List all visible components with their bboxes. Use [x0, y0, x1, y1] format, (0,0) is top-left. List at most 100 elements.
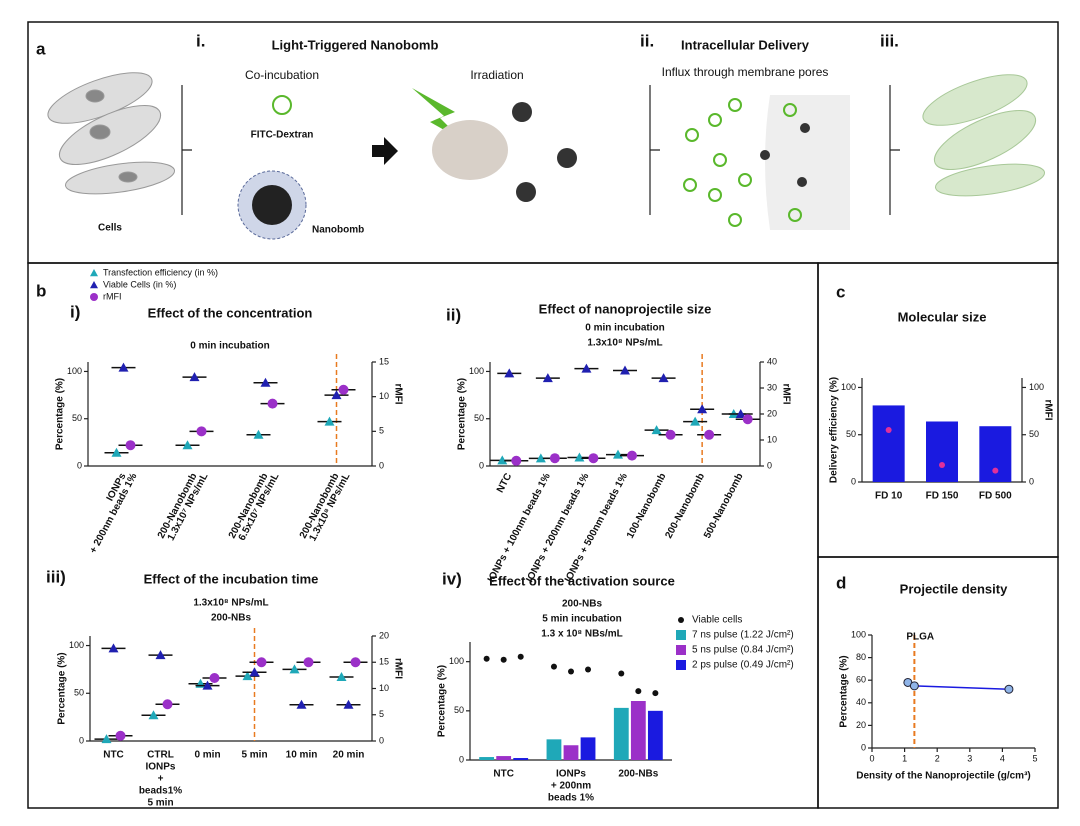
legend-label: 2 ps pulse (0.49 J/cm²): [692, 660, 794, 671]
y2-axis-label: rMFI: [1042, 399, 1053, 420]
x-tick-label: FD 150: [926, 491, 959, 502]
x-tick-label: 3: [967, 753, 972, 763]
panel-letter: d: [836, 573, 846, 592]
y-tick-label: 80: [856, 652, 866, 662]
bracket: [889, 85, 900, 215]
y-tick-label: 20: [856, 720, 866, 730]
data-point: [338, 384, 349, 395]
viable-point: [500, 656, 507, 663]
viable-point: [635, 688, 642, 695]
nanobomb-label: Nanobomb: [312, 225, 364, 236]
data-point: [690, 416, 701, 426]
y2-tick-label: 15: [379, 657, 389, 667]
rmfi-point: [939, 461, 945, 468]
explosion: [432, 120, 508, 180]
data-point: [697, 404, 708, 414]
bar: [872, 405, 905, 482]
chart-title: Effect of nanoprojectile size: [539, 301, 712, 316]
y2-tick-label: 100: [1029, 382, 1044, 392]
panel-letter: c: [836, 282, 845, 301]
viable-point: [618, 670, 625, 677]
x-tick-label: 200-NBs: [618, 769, 658, 780]
x-tick-label: FD 500: [979, 491, 1012, 502]
viable-point: [568, 668, 574, 675]
particle: [760, 150, 770, 160]
bar: [513, 758, 529, 760]
chart-title: Effect of the incubation time: [144, 571, 319, 586]
y-tick-label: 0: [459, 754, 464, 764]
viable-point: [550, 663, 557, 670]
y-tick-label: 100: [69, 640, 84, 650]
legend-label: rMFI: [103, 291, 122, 301]
x-tick-label: 5 min: [241, 750, 267, 761]
influx-label: Influx through membrane pores: [662, 65, 829, 79]
data-point: [1004, 684, 1014, 694]
data-point: [581, 363, 592, 373]
reference-label: PLGA: [906, 632, 934, 643]
x-tick-label: NTC: [103, 750, 124, 761]
y2-tick-label: 0: [1029, 476, 1034, 486]
y2-tick-label: 0: [379, 460, 384, 470]
panel-letter: b: [36, 281, 46, 300]
y-tick-label: 0: [851, 476, 856, 486]
data-point: [253, 429, 264, 439]
data-point: [202, 680, 213, 690]
x-tick-label: FD 10: [875, 491, 903, 502]
y-tick-label: 0: [479, 460, 484, 470]
data-point: [542, 373, 553, 383]
data-point: [704, 429, 715, 440]
data-point: [249, 667, 260, 677]
panel-b-frame: [27, 262, 819, 809]
y2-tick-label: 10: [767, 434, 777, 444]
data-point: [651, 425, 662, 435]
x-axis-label: Density of the Nanoprojectile (g/cm³): [856, 771, 1030, 782]
data-point: [148, 710, 159, 720]
data-point: [511, 455, 522, 466]
chart-title: Effect of the concentration: [148, 305, 313, 320]
x-tick-label: 5: [1032, 753, 1037, 763]
legend-swatch: [676, 660, 686, 670]
legend-swatch: [676, 645, 686, 655]
y-tick-label: 50: [846, 429, 856, 439]
panel-label: i): [70, 302, 80, 321]
panel-d-frame: [817, 556, 1059, 809]
bar: [926, 421, 958, 482]
y2-tick-label: 40: [767, 356, 777, 366]
x-tick-label: + 200nm: [551, 781, 591, 792]
chart-subtitle: 0 min incubation: [585, 323, 664, 334]
y2-tick-label: 20: [767, 408, 777, 418]
chart-subtitle: 200-NBs: [562, 599, 602, 610]
data-point: [735, 409, 746, 418]
data-point: [331, 390, 342, 400]
data-point: [742, 414, 753, 425]
x-tick-label: NTC: [495, 471, 514, 494]
data-point: [613, 449, 623, 459]
y-tick-label: 100: [67, 366, 82, 376]
step-label: iii.: [880, 31, 899, 50]
panel-label: ii): [446, 305, 461, 324]
x-tick-label: 20 min: [333, 750, 365, 761]
data-line: [907, 681, 1009, 690]
data-point: [497, 455, 508, 465]
y-axis-label: Percentage (%): [57, 652, 68, 724]
y2-tick-label: 10: [379, 391, 389, 401]
y2-axis-label: rMFI: [392, 383, 403, 404]
data-point: [260, 377, 271, 387]
arrow: [372, 137, 398, 165]
bar: [479, 757, 495, 760]
data-point: [125, 440, 136, 451]
data-point: [909, 681, 919, 691]
y-axis-label: Percentage (%): [839, 655, 850, 727]
viable-point: [652, 690, 659, 697]
step-label: i.: [196, 31, 205, 50]
bar: [630, 701, 646, 760]
cells-icon: [47, 72, 175, 195]
step-title: Intracellular Delivery: [681, 37, 810, 52]
bar: [563, 745, 579, 760]
bar: [647, 710, 663, 760]
viable-point: [517, 653, 524, 660]
viable-point: [483, 655, 490, 662]
legend-swatch: [90, 269, 98, 277]
y-tick-label: 100: [469, 366, 484, 376]
bar: [546, 739, 562, 760]
